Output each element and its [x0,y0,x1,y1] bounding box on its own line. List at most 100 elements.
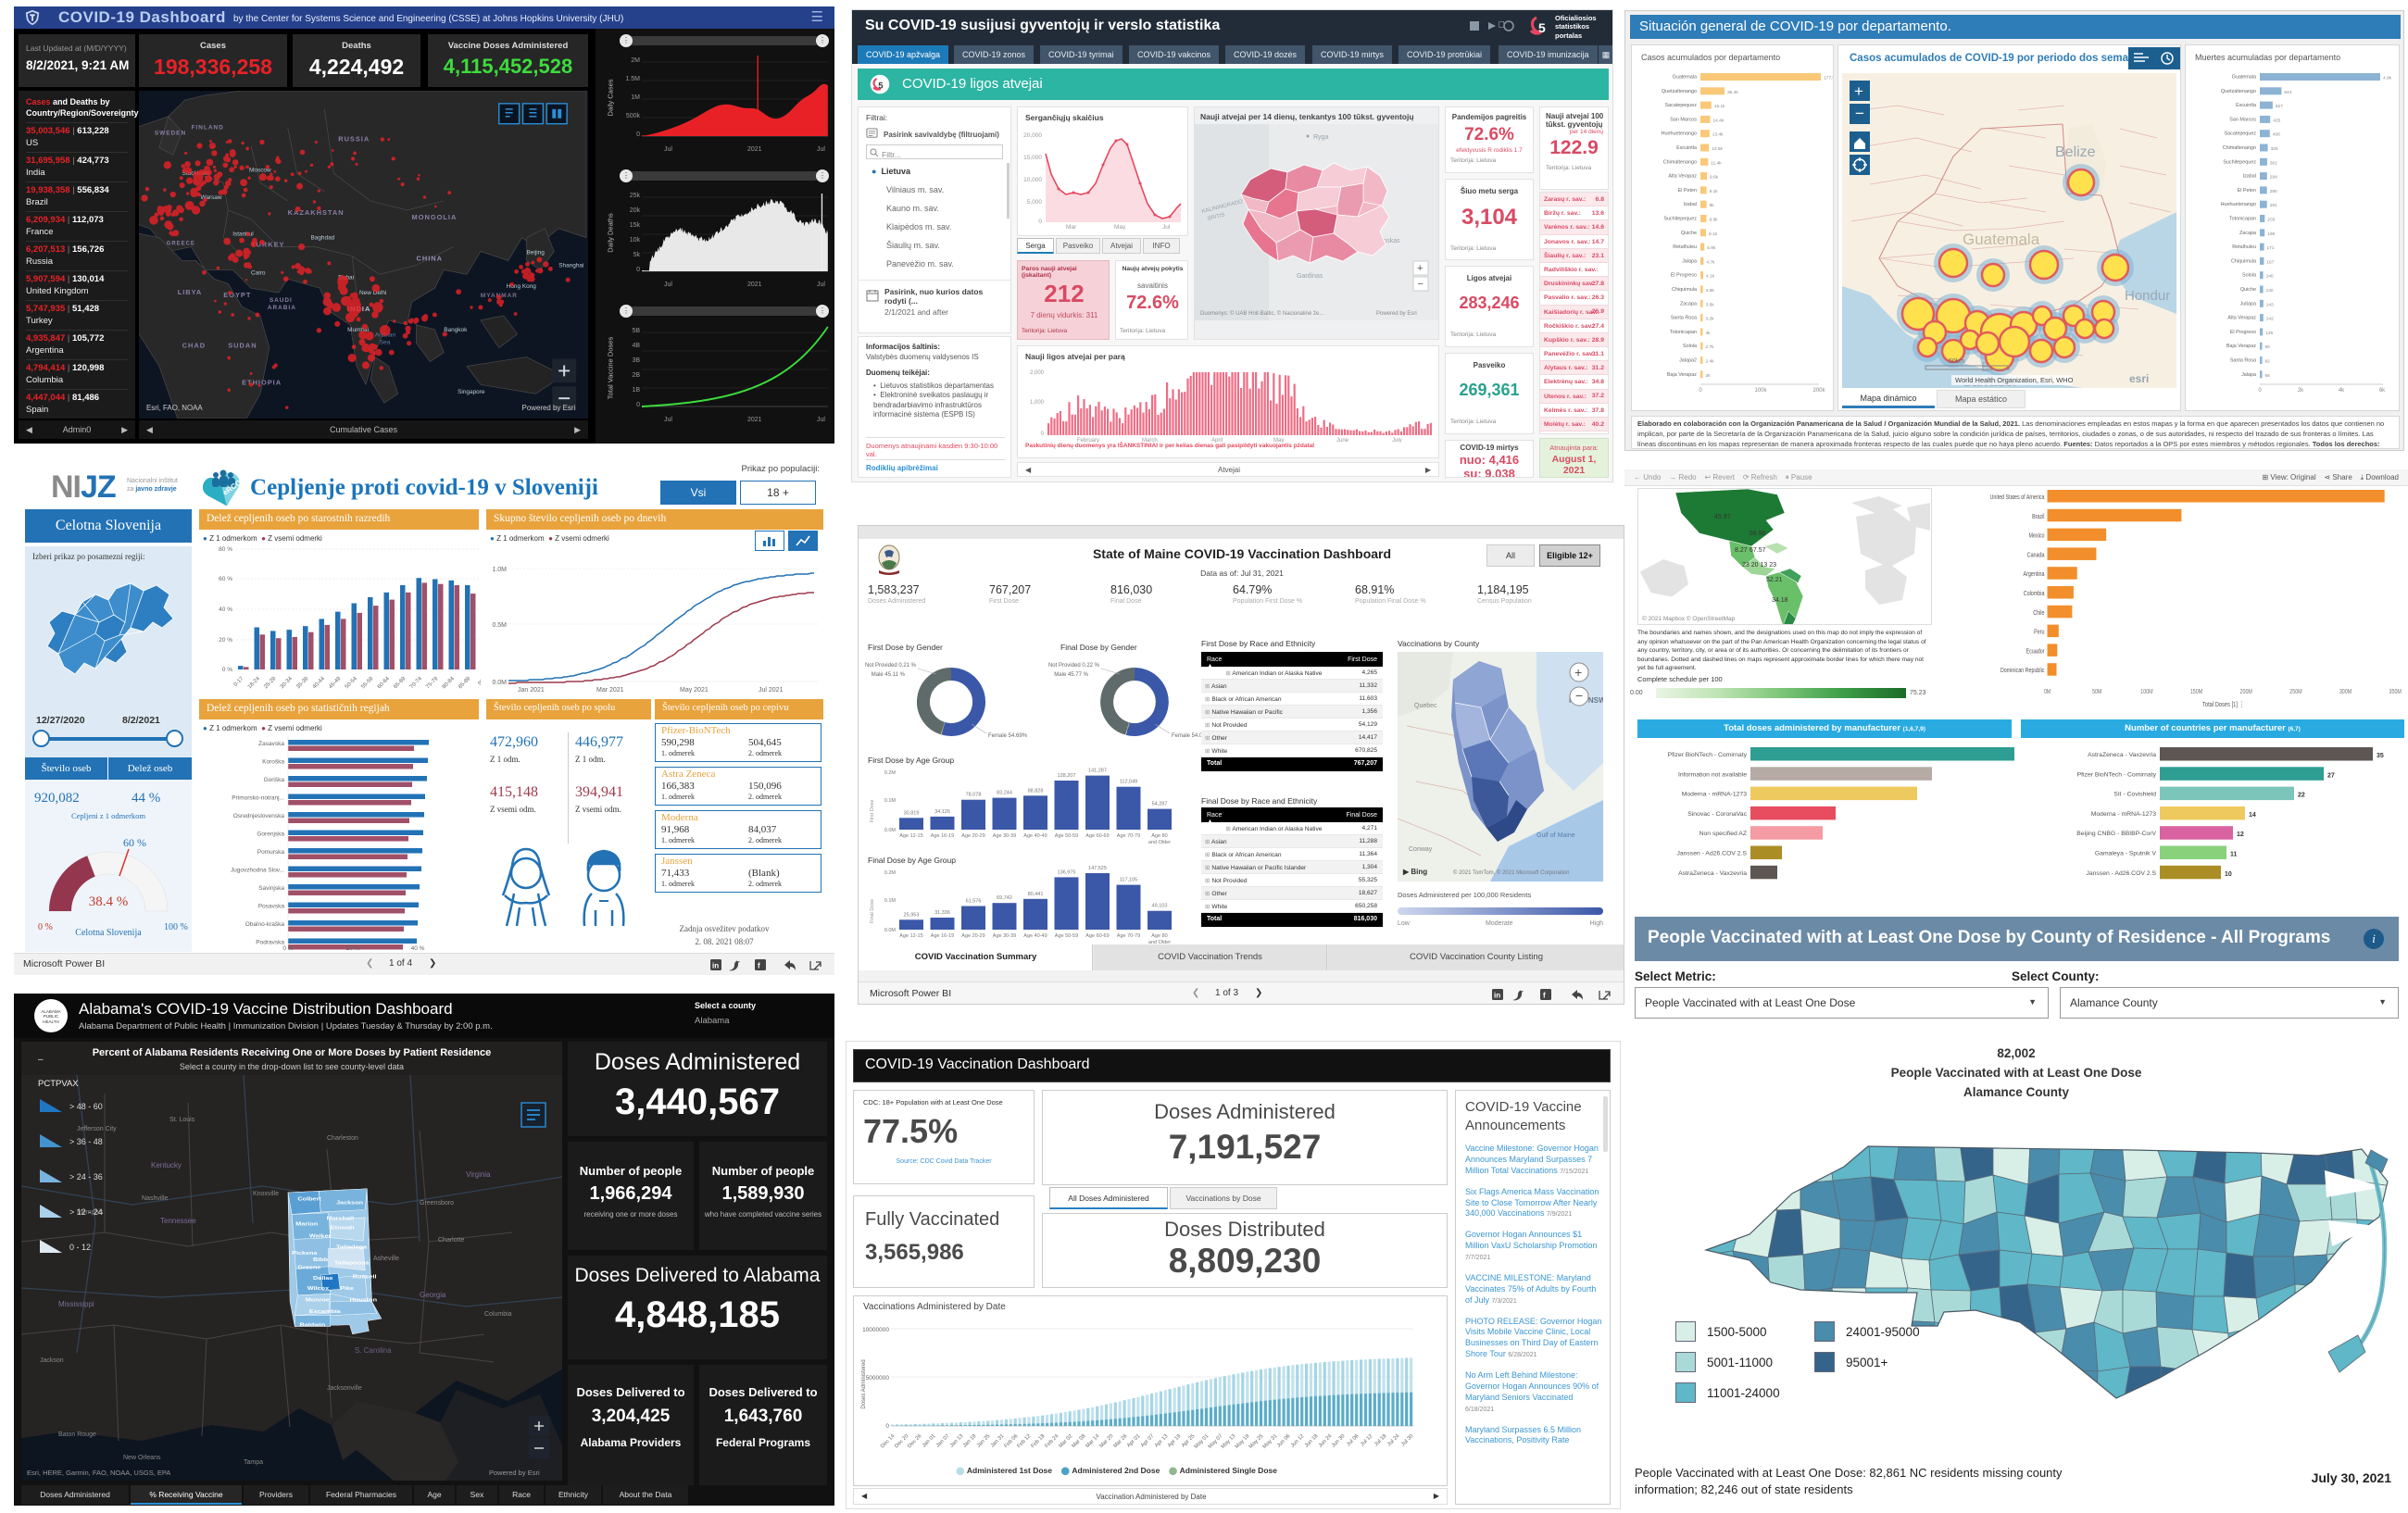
svg-text:69,742: 69,742 [997,895,1012,901]
svg-text:140: 140 [2266,274,2274,280]
svg-text:Santa Rosa: Santa Rosa [2230,358,2256,364]
svg-text:2.4k: 2.4k [1706,359,1715,365]
svg-text:Quetzaltenango: Quetzaltenango [2221,89,2256,94]
svg-text:2021: 2021 [747,281,762,288]
svg-text:2,000: 2,000 [1030,370,1045,376]
svg-text:Jun 18: Jun 18 [1304,1433,1320,1449]
svg-text:5: 5 [878,80,883,90]
svg-text:> 48 - 60: > 48 - 60 [69,1102,103,1111]
svg-text:2B: 2B [632,372,640,379]
svg-text:Not Provided 0.21 %: Not Provided 0.21 % [865,663,917,669]
svg-text:Age 50-59: Age 50-59 [1055,933,1078,939]
svg-text:New Orleans: New Orleans [123,1455,161,1461]
svg-text:50km: 50km [1949,358,1964,365]
svg-text:Jan 13: Jan 13 [949,1433,965,1449]
svg-text:Esri, FAO, NOAA: Esri, FAO, NOAA [146,404,203,412]
svg-text:Walker: Walker [309,1233,332,1239]
svg-text:4k: 4k [2339,388,2345,394]
svg-text:25k: 25k [630,193,641,199]
svg-text:Russell: Russell [353,1274,377,1280]
svg-text:Jun 12: Jun 12 [1290,1433,1306,1449]
svg-text:May: May [1114,224,1126,230]
svg-text:SUDAN: SUDAN [228,342,257,350]
svg-text:4.9k: 4.9k [2383,76,2392,81]
svg-text:and Older: and Older [1148,840,1171,845]
svg-text:Savinjska: Savinjska [258,885,284,892]
svg-text:350M: 350M [2389,688,2402,695]
svg-text:Solola: Solola [1683,344,1697,349]
svg-text:f: f [758,962,760,970]
svg-text:141,287: 141,287 [1088,769,1107,774]
svg-text:Hong Kong: Hong Kong [507,283,537,290]
svg-text:Jackson: Jackson [40,1357,64,1364]
svg-text:142: 142 [2266,317,2274,322]
svg-text:49,103: 49,103 [1152,904,1168,909]
svg-text:CHAD: CHAD [182,342,206,350]
svg-text:San Marcos: San Marcos [2229,117,2256,122]
svg-text:Mexico: Mexico [2029,532,2045,540]
svg-text:67.57: 67.57 [1750,547,1766,554]
svg-text:2021: 2021 [747,146,762,153]
svg-text:40 %: 40 % [411,945,425,951]
svg-text:El Progreso: El Progreso [1671,273,1697,279]
svg-text:Jalapa: Jalapa [2241,372,2256,378]
svg-text:0: 0 [636,131,640,138]
svg-text:Tallapoosa: Tallapoosa [334,1260,370,1266]
svg-text:El Peten: El Peten [1678,188,1697,194]
svg-text:Dec 14: Dec 14 [880,1433,897,1450]
svg-text:Guatemala: Guatemala [1673,75,1697,81]
svg-text:Mississippi: Mississippi [58,1300,94,1308]
svg-text:12.6k: 12.6k [1712,146,1723,152]
svg-text:100k: 100k [1754,388,1767,394]
svg-text:Ryga: Ryga [1313,134,1328,141]
svg-text:Retalhuleu: Retalhuleu [2232,244,2256,250]
svg-text:301: 301 [2270,160,2277,166]
svg-text:128,207: 128,207 [1058,773,1076,779]
svg-text:112,049: 112,049 [1120,780,1137,785]
svg-text:Age 30-39: Age 30-39 [993,833,1016,839]
svg-text:GREECE: GREECE [167,242,195,247]
svg-text:Marshall: Marshall [327,1216,355,1221]
svg-text:14.4k: 14.4k [1713,118,1724,123]
svg-text:Alta Verapaz: Alta Verapaz [1668,174,1697,180]
svg-text:Izabal: Izabal [2243,174,2256,180]
svg-text:ARABIA: ARABIA [268,305,296,311]
svg-text:Sacatepequez: Sacatepequez [2225,131,2257,137]
svg-text:88,828: 88,828 [1028,788,1044,794]
svg-text:15k: 15k [630,222,641,229]
svg-text:3k: 3k [1706,331,1712,336]
svg-text:Dec 26: Dec 26 [907,1433,922,1449]
svg-text:27: 27 [2327,772,2335,779]
svg-text:52.21: 52.21 [1766,577,1783,583]
svg-text:10,000: 10,000 [1023,177,1042,183]
svg-text:3.8k: 3.8k [1706,288,1715,294]
svg-text:23 20 13 23: 23 20 13 23 [1742,562,1776,569]
svg-text:250M: 250M [2289,688,2301,695]
svg-text:Mar 08: Mar 08 [1071,1433,1086,1449]
svg-text:5000000: 5000000 [866,1375,890,1382]
svg-text:AstraZeneca - Vaxzevria: AstraZeneca - Vaxzevria [1678,870,1747,877]
svg-text:Jalapa: Jalapa [1682,258,1697,264]
svg-text:Escuintla: Escuintla [1676,145,1697,151]
svg-text:Jul: Jul [1162,224,1171,230]
svg-text:0.5M: 0.5M [492,622,507,629]
svg-text:Chiquimula: Chiquimula [1672,287,1697,293]
svg-text:40-44: 40-44 [312,676,327,691]
svg-text:65: 65 [2265,373,2271,379]
svg-text:Charlotte: Charlotte [438,1237,465,1244]
svg-text:Mar 20: Mar 20 [1098,1433,1114,1449]
svg-text:140: 140 [2266,288,2274,294]
svg-text:136,975: 136,975 [1058,869,1076,875]
svg-text:June: June [1336,438,1349,443]
svg-text:Baldwin: Baldwin [299,1322,325,1328]
svg-text:Apr 01: Apr 01 [1126,1433,1141,1448]
svg-text:944: 944 [2284,90,2291,95]
svg-text:25,953: 25,953 [904,912,920,918]
svg-text:0.2M: 0.2M [884,870,897,876]
svg-text:Mumbai: Mumbai [347,327,369,333]
svg-text:July: July [1392,438,1402,443]
svg-text:0: 0 [1038,219,1042,225]
svg-text:Sacatepequez: Sacatepequez [1665,103,1698,108]
svg-text:Jugovzhodna Slov...: Jugovzhodna Slov... [231,868,284,874]
svg-text:in: in [1494,992,1500,1000]
